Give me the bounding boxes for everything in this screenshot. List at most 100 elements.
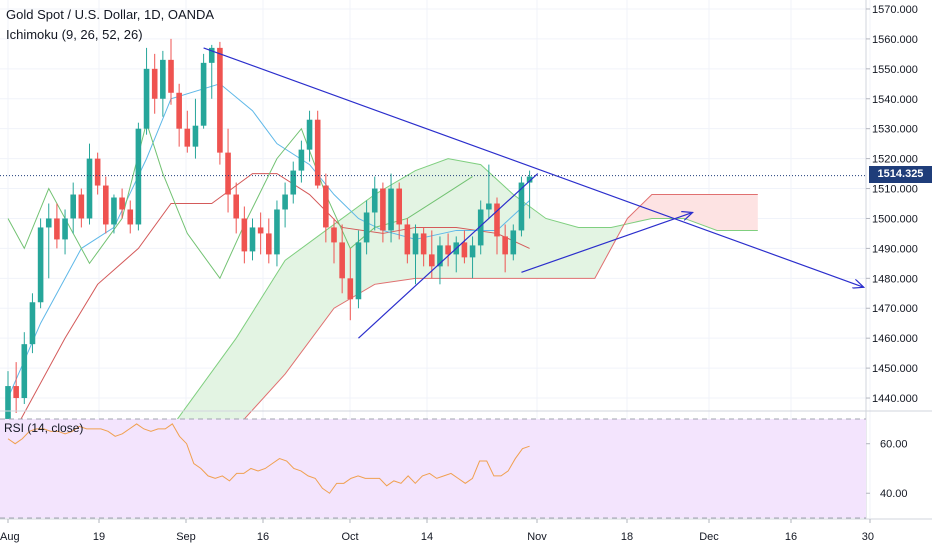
y-tick-label: 1570.000 [872, 4, 918, 16]
y-tick-label: 1490.000 [872, 243, 918, 255]
candle-body [347, 278, 354, 300]
candle-body [477, 209, 484, 246]
x-tick-label: Dec [699, 531, 719, 543]
y-tick-label: 1440.000 [872, 393, 918, 405]
candle-body [469, 245, 476, 258]
candle-body [70, 194, 76, 219]
indicator-label: Ichimoku (9, 26, 52, 26) [6, 27, 143, 42]
candle-body [429, 254, 435, 267]
candle-body [37, 227, 44, 303]
candle-body [274, 209, 280, 255]
rsi-tick-label: 40.00 [880, 488, 908, 500]
x-tick-label: Nov [527, 531, 547, 543]
candle-body [151, 68, 158, 99]
candle-body [78, 194, 85, 219]
rsi-tick-label: 60.00 [880, 439, 908, 451]
candle-body [298, 149, 305, 171]
x-tick-label: Sep [176, 531, 196, 543]
candle-body [54, 218, 60, 240]
candle-body [461, 242, 468, 258]
senkou-span-b [170, 194, 758, 444]
candle-body [192, 125, 199, 147]
candle-body [420, 233, 427, 255]
candle-body [355, 242, 362, 300]
candle-body [363, 212, 370, 243]
trendline [521, 212, 692, 273]
candle-body [257, 227, 264, 234]
x-tick-label: 16 [257, 531, 269, 543]
candle-body [233, 194, 239, 219]
x-tick-label: 14 [421, 531, 433, 543]
candle-body [160, 59, 166, 99]
candle-body [323, 185, 329, 228]
candle-body [143, 68, 150, 129]
candle-body [111, 197, 117, 225]
y-tick-label: 1480.000 [872, 273, 918, 285]
x-tick-label: Aug [0, 531, 20, 543]
rsi-label: RSI (14, close) [4, 421, 84, 435]
candle-body [486, 203, 492, 210]
rsi-band [0, 418, 866, 518]
candle-body [445, 245, 451, 255]
y-tick-label: 1550.000 [872, 64, 918, 76]
trendline [358, 173, 539, 339]
y-tick-label: 1520.000 [872, 154, 918, 166]
candle-body [249, 227, 256, 252]
candle-body [266, 233, 272, 255]
candle-body [168, 59, 174, 93]
candle-body [380, 188, 386, 231]
candle-body [217, 47, 223, 153]
candle-body [526, 176, 533, 183]
candle-body [21, 344, 28, 399]
candle-body [29, 302, 36, 345]
kijun-line [7, 173, 530, 444]
tenkan-line [7, 83, 530, 399]
candle-body [119, 197, 125, 210]
candle-body [62, 218, 68, 240]
senkou-span-a [170, 158, 758, 429]
candle-body [396, 188, 402, 225]
candle-body [225, 152, 231, 195]
candle-body [437, 245, 443, 267]
last-price-tag: 1514.325 [869, 166, 932, 183]
x-tick-label: 19 [93, 531, 105, 543]
x-tick-label: Oct [341, 531, 358, 543]
candle-body [127, 209, 134, 225]
candle-body [518, 182, 525, 231]
candle-body [184, 128, 191, 147]
x-tick-label: 18 [621, 531, 633, 543]
candle-body [339, 242, 345, 279]
candle-body [103, 185, 109, 225]
x-tick-label: 16 [785, 531, 797, 543]
candle-body [412, 233, 419, 255]
x-tick-label: 30 [862, 531, 874, 543]
rsi-line [7, 423, 530, 494]
candle-body [404, 224, 411, 255]
y-tick-label: 1510.000 [872, 184, 918, 196]
candle-body [314, 119, 321, 186]
y-tick-label: 1530.000 [872, 124, 918, 136]
candle-body [502, 236, 508, 255]
candle-body [494, 203, 500, 237]
candle-body [135, 128, 142, 225]
y-tick-label: 1500.000 [872, 213, 918, 225]
candle-body [282, 194, 288, 210]
candle-body [45, 218, 52, 228]
candle-body [290, 170, 297, 195]
trendline [203, 47, 864, 287]
chart-title: Gold Spot / U.S. Dollar, 1D, OANDA [6, 7, 215, 22]
candle-body [371, 188, 378, 213]
candle-body [388, 188, 394, 231]
candle-body [510, 230, 517, 255]
candle-body [94, 158, 101, 186]
y-tick-label: 1460.000 [872, 333, 918, 345]
candle-body [306, 119, 313, 150]
candle-body [200, 62, 207, 126]
y-tick-label: 1470.000 [872, 303, 918, 315]
y-tick-label: 1560.000 [872, 34, 918, 46]
candle-body [331, 227, 337, 243]
candle-body [176, 92, 182, 129]
ichimoku-cloud [171, 158, 624, 443]
